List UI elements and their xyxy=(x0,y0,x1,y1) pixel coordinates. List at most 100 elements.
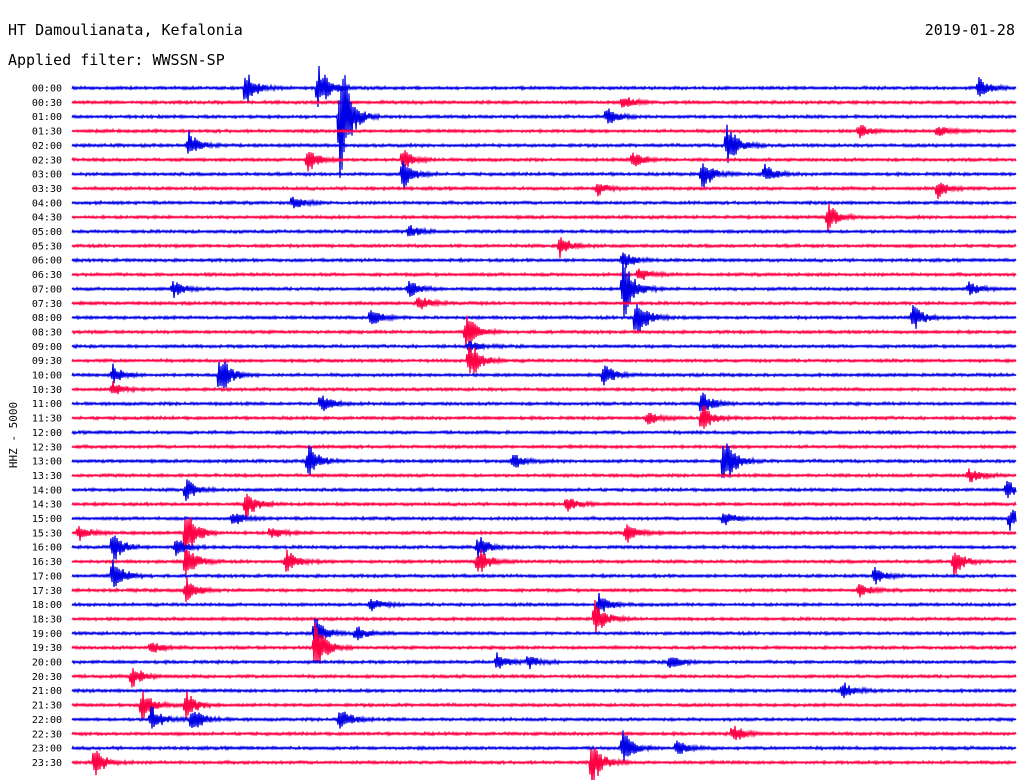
trace-line xyxy=(71,429,1017,436)
time-tick-label: 10:00 xyxy=(32,371,62,382)
trace-line xyxy=(71,509,1017,531)
time-tick-label: 18:30 xyxy=(32,614,62,625)
time-tick-label: 04:00 xyxy=(32,198,62,209)
trace-line xyxy=(71,161,1017,189)
trace-line xyxy=(71,577,1017,602)
time-tick-label: 11:30 xyxy=(32,414,62,425)
trace-line xyxy=(71,443,1017,479)
time-tick-label: 05:30 xyxy=(32,241,62,252)
trace-line xyxy=(71,706,1017,729)
time-tick-labels: 00:00 00:30 01:00 01:30 02:00 02:30 03:00 03:30… xyxy=(32,84,62,769)
time-tick-label: 18:00 xyxy=(32,600,62,611)
time-tick-label: 03:00 xyxy=(32,170,62,181)
trace-line xyxy=(71,652,1017,670)
time-tick-label: 01:00 xyxy=(32,112,62,123)
time-tick-label: 04:30 xyxy=(32,213,62,224)
trace-line xyxy=(71,150,1017,172)
time-tick-label: 06:30 xyxy=(32,270,62,281)
time-tick-label: 16:30 xyxy=(32,557,62,568)
trace-line xyxy=(71,75,1017,178)
time-tick-label: 23:30 xyxy=(32,758,62,769)
trace-line xyxy=(71,622,1017,664)
trace-line xyxy=(71,668,1017,688)
time-tick-label: 07:00 xyxy=(32,284,62,295)
time-tick-label: 21:00 xyxy=(32,686,62,697)
time-tick-label: 11:00 xyxy=(32,399,62,410)
trace-line xyxy=(71,268,1017,280)
trace-line xyxy=(71,690,1017,721)
time-tick-label: 13:00 xyxy=(32,457,62,468)
trace-line xyxy=(71,225,1017,237)
time-tick-label: 22:30 xyxy=(32,729,62,740)
trace-line xyxy=(71,479,1017,501)
time-tick-label: 19:30 xyxy=(32,643,62,654)
time-tick-label: 20:00 xyxy=(32,658,62,669)
date-label: 2019-01-28 xyxy=(924,21,1015,39)
time-tick-label: 05:00 xyxy=(32,227,62,238)
trace-line xyxy=(71,340,1017,353)
time-tick-label: 22:00 xyxy=(32,715,62,726)
trace-line xyxy=(71,392,1017,412)
trace-line xyxy=(71,252,1017,269)
trace-line xyxy=(71,618,1017,650)
trace-line xyxy=(71,493,1017,521)
time-tick-label: 17:00 xyxy=(32,571,62,582)
seismic-traces xyxy=(71,65,1017,780)
trace-line xyxy=(71,304,1017,333)
trace-line xyxy=(71,237,1017,258)
time-tick-label: 09:00 xyxy=(32,342,62,353)
time-tick-label: 01:30 xyxy=(32,127,62,138)
trace-line xyxy=(71,682,1017,699)
time-tick-label: 21:30 xyxy=(32,701,62,712)
trace-line xyxy=(71,725,1017,741)
trace-line xyxy=(71,730,1017,761)
time-tick-label: 03:30 xyxy=(32,184,62,195)
trace-line xyxy=(71,97,1017,108)
trace-line xyxy=(71,559,1017,588)
trace-line xyxy=(71,346,1017,374)
trace-line xyxy=(71,182,1017,199)
trace-line xyxy=(71,361,1017,389)
time-tick-label: 16:00 xyxy=(32,543,62,554)
trace-line xyxy=(71,125,1017,139)
trace-line xyxy=(71,549,1017,577)
trace-line xyxy=(71,535,1017,560)
time-tick-label: 19:00 xyxy=(32,629,62,640)
trace-line xyxy=(71,258,1017,317)
time-tick-label: 13:30 xyxy=(32,471,62,482)
trace-line xyxy=(71,405,1017,429)
time-tick-label: 00:30 xyxy=(32,98,62,109)
trace-line xyxy=(71,65,1017,108)
time-tick-label: 08:00 xyxy=(32,313,62,324)
trace-line xyxy=(71,747,1017,780)
trace-line xyxy=(71,468,1017,483)
trace-line xyxy=(71,203,1017,233)
trace-line xyxy=(71,196,1017,209)
time-tick-label: 08:30 xyxy=(32,327,62,338)
trace-line xyxy=(71,517,1017,556)
time-tick-label: 02:00 xyxy=(32,141,62,152)
time-tick-label: 20:30 xyxy=(32,672,62,683)
trace-line xyxy=(71,599,1017,635)
time-tick-label: 14:00 xyxy=(32,485,62,496)
time-tick-label: 06:00 xyxy=(32,256,62,267)
trace-line xyxy=(71,592,1017,615)
time-tick-label: 12:00 xyxy=(32,428,62,439)
time-tick-label: 17:30 xyxy=(32,586,62,597)
trace-line xyxy=(71,381,1017,395)
time-tick-label: 10:30 xyxy=(32,385,62,396)
time-tick-label: 07:30 xyxy=(32,299,62,310)
station-title: HT Damoulianata, Kefalonia xyxy=(8,21,243,39)
filter-label: Applied filter: WWSSN-SP xyxy=(8,51,225,69)
time-tick-label: 23:00 xyxy=(32,744,62,755)
time-tick-label: 12:30 xyxy=(32,442,62,453)
time-tick-label: 14:30 xyxy=(32,500,62,511)
time-tick-label: 15:30 xyxy=(32,528,62,539)
time-tick-label: 15:00 xyxy=(32,514,62,525)
trace-line xyxy=(71,315,1017,349)
trace-line xyxy=(71,443,1017,450)
trace-line xyxy=(71,297,1017,310)
time-tick-label: 02:30 xyxy=(32,155,62,166)
trace-line xyxy=(71,124,1017,164)
